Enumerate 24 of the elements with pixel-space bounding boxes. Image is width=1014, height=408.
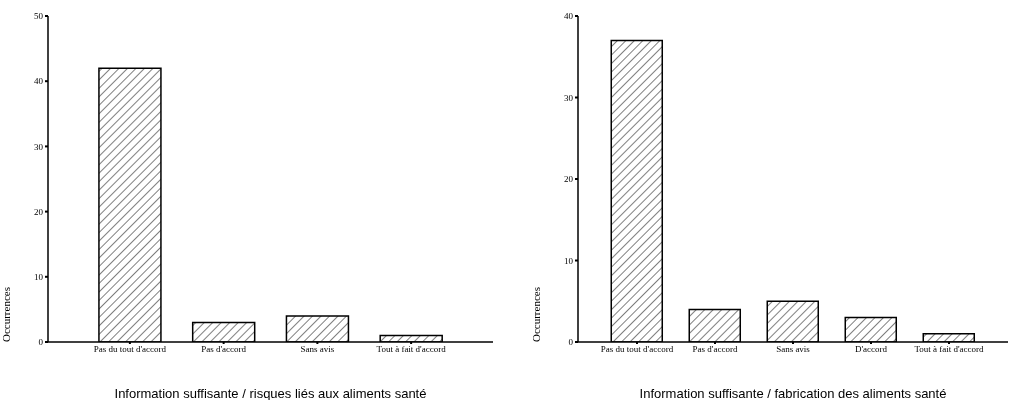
x-axis-title: Information suffisante / risques liés aux aliments santé — [114, 386, 427, 401]
x-tick-label: Pas du tout d'accord — [93, 344, 167, 355]
y-tick-label: 50 — [34, 11, 44, 22]
y-tick-label: 40 — [34, 76, 44, 87]
y-tick-label: 30 — [34, 141, 44, 152]
y-tick-label: 10 — [34, 271, 44, 282]
y-tick-label: 30 — [564, 92, 574, 103]
y-axis-title: Occurrences — [0, 287, 12, 342]
x-tick-label: Tout à fait d'accord — [376, 344, 447, 355]
y-axis-title: Occurrences — [530, 287, 542, 342]
x-tick-label: Sans avis — [776, 344, 811, 355]
y-tick-label: 20 — [564, 174, 574, 185]
y-tick-label: 0 — [568, 337, 574, 348]
y-tick-label: 10 — [564, 255, 574, 266]
x-tick-label: Pas d'accord — [201, 344, 247, 355]
y-tick-label: 20 — [34, 206, 44, 217]
y-tick-label: 40 — [564, 11, 574, 22]
y-tick-label: 0 — [38, 337, 44, 348]
x-tick-label: Sans avis — [300, 344, 335, 355]
x-tick-label: Pas d'accord — [692, 344, 738, 355]
x-tick-label: Tout à fait d'accord — [914, 344, 985, 355]
x-tick-label: Pas du tout d'accord — [600, 344, 674, 355]
x-axis-title: Information suffisante / fabrication des aliments santé — [639, 386, 947, 401]
x-tick-label: D'accord — [854, 344, 888, 355]
